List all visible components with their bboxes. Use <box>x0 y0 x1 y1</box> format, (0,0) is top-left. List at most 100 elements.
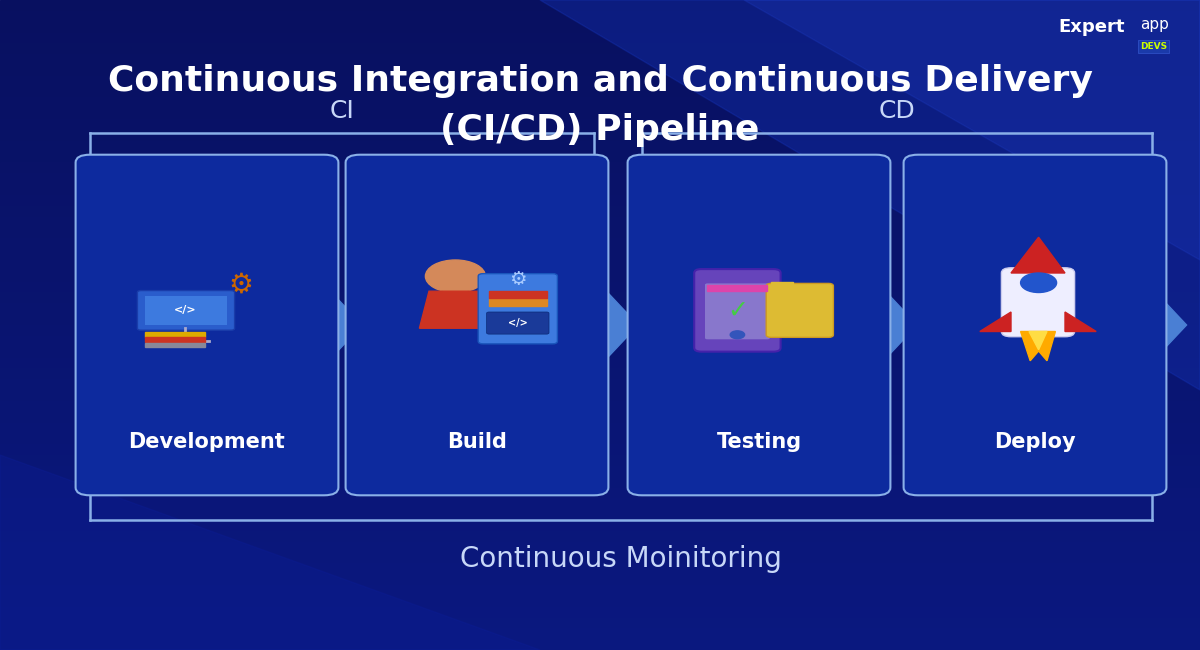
Text: Continuous Moinitoring: Continuous Moinitoring <box>460 545 782 573</box>
Text: Deploy: Deploy <box>994 432 1076 452</box>
Bar <box>772 282 793 287</box>
Bar <box>0 249 1200 260</box>
Bar <box>0 86 1200 98</box>
FancyBboxPatch shape <box>487 312 550 334</box>
Bar <box>708 285 768 291</box>
Text: Expert: Expert <box>1058 18 1124 36</box>
FancyBboxPatch shape <box>1001 268 1075 337</box>
Bar <box>0 130 1200 141</box>
Bar <box>0 541 1200 552</box>
Bar <box>490 291 546 298</box>
Polygon shape <box>883 289 917 361</box>
Text: Continuous Integration and Continuous Delivery: Continuous Integration and Continuous De… <box>108 64 1092 98</box>
Bar <box>0 260 1200 271</box>
Bar <box>0 476 1200 488</box>
Bar <box>0 151 1200 162</box>
Text: </>: </> <box>508 318 528 328</box>
Bar <box>0 325 1200 336</box>
Polygon shape <box>420 291 492 328</box>
Text: DEVS: DEVS <box>1140 42 1168 51</box>
Bar <box>0 390 1200 401</box>
Bar <box>0 574 1200 585</box>
FancyBboxPatch shape <box>695 269 780 352</box>
Polygon shape <box>540 0 1200 390</box>
Bar <box>0 336 1200 346</box>
Polygon shape <box>979 312 1010 332</box>
Bar <box>0 531 1200 541</box>
Bar <box>0 281 1200 292</box>
Circle shape <box>1021 273 1057 292</box>
FancyBboxPatch shape <box>706 283 770 339</box>
FancyBboxPatch shape <box>346 155 608 495</box>
Bar <box>0 509 1200 520</box>
Text: ⚙: ⚙ <box>509 270 527 289</box>
FancyBboxPatch shape <box>767 283 834 337</box>
FancyBboxPatch shape <box>76 155 338 495</box>
Bar <box>0 618 1200 629</box>
Bar <box>0 444 1200 455</box>
Bar <box>0 65 1200 76</box>
Bar <box>490 299 546 305</box>
Bar <box>0 11 1200 21</box>
Bar <box>0 98 1200 109</box>
FancyBboxPatch shape <box>478 274 557 344</box>
Bar <box>0 304 1200 314</box>
Bar <box>145 332 204 337</box>
Polygon shape <box>1010 237 1066 273</box>
Bar <box>0 346 1200 358</box>
Circle shape <box>425 260 485 292</box>
Bar <box>0 434 1200 444</box>
Bar <box>0 639 1200 650</box>
FancyBboxPatch shape <box>904 155 1166 495</box>
Bar <box>0 162 1200 174</box>
Bar <box>145 343 204 347</box>
Bar <box>0 54 1200 65</box>
Polygon shape <box>1066 312 1097 332</box>
Bar <box>0 32 1200 44</box>
Text: </>: </> <box>174 305 197 315</box>
Text: ⚙: ⚙ <box>228 270 253 299</box>
Text: CD: CD <box>878 99 916 122</box>
Bar <box>0 422 1200 434</box>
Polygon shape <box>1153 289 1187 361</box>
Polygon shape <box>329 289 362 361</box>
Text: Build: Build <box>448 432 506 452</box>
Bar <box>0 606 1200 618</box>
Polygon shape <box>1020 332 1056 361</box>
Bar <box>0 488 1200 499</box>
Bar <box>0 174 1200 184</box>
Bar <box>0 358 1200 369</box>
Bar <box>0 564 1200 574</box>
Bar <box>0 629 1200 639</box>
Bar <box>0 119 1200 130</box>
FancyBboxPatch shape <box>145 296 228 325</box>
Circle shape <box>730 331 745 339</box>
Text: (CI/CD) Pipeline: (CI/CD) Pipeline <box>440 113 760 147</box>
Polygon shape <box>0 455 540 650</box>
Bar <box>0 141 1200 151</box>
Polygon shape <box>744 0 1200 260</box>
Polygon shape <box>1030 332 1046 350</box>
Bar <box>0 195 1200 206</box>
Bar <box>0 379 1200 390</box>
Bar <box>0 499 1200 509</box>
Bar <box>0 314 1200 325</box>
Bar <box>0 227 1200 239</box>
Bar <box>0 184 1200 195</box>
Text: app: app <box>1140 16 1169 32</box>
Bar <box>0 216 1200 228</box>
Text: CI: CI <box>330 99 354 122</box>
Bar <box>0 369 1200 379</box>
Bar <box>0 44 1200 54</box>
Bar <box>0 585 1200 596</box>
Bar <box>0 271 1200 281</box>
Bar <box>0 466 1200 476</box>
Bar <box>0 596 1200 606</box>
Bar <box>0 0 1200 11</box>
Bar <box>0 292 1200 304</box>
Polygon shape <box>605 289 638 361</box>
Bar <box>0 411 1200 422</box>
Bar <box>0 401 1200 411</box>
Bar <box>145 337 204 342</box>
Bar <box>0 21 1200 32</box>
